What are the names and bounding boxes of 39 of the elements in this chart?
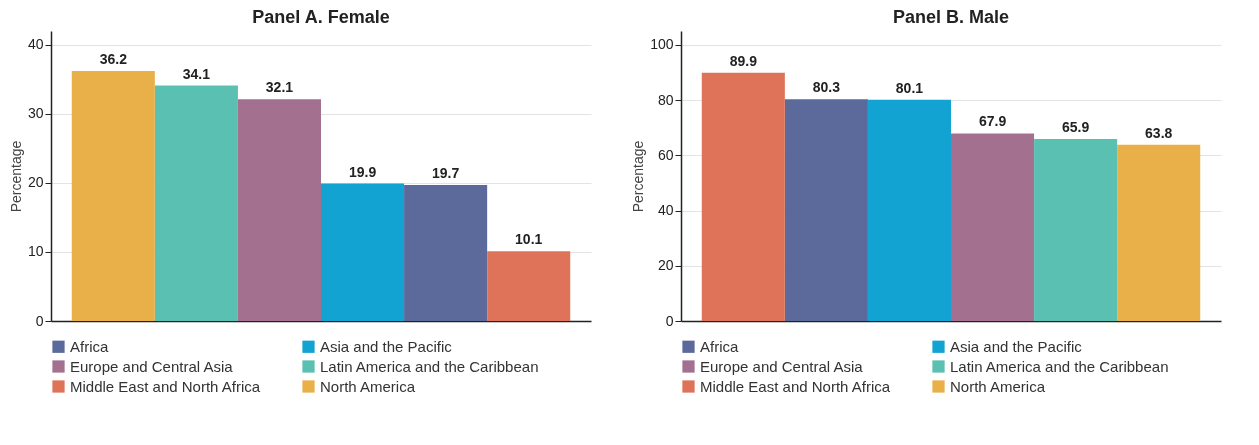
chart-title: Panel A. Female bbox=[252, 7, 390, 27]
y-axis-title: Percentage bbox=[7, 140, 24, 213]
legend-label: Asia and the Pacific bbox=[320, 337, 453, 355]
y-tick-label: 20 bbox=[657, 257, 674, 274]
legend-label: Middle East and North Africa bbox=[700, 377, 891, 395]
legend-label: Africa bbox=[70, 337, 109, 355]
y-axis-title: Percentage bbox=[630, 140, 647, 213]
legend-label: North America bbox=[320, 377, 416, 395]
legend-label: Asia and the Pacific bbox=[950, 337, 1083, 355]
legend-label: Africa bbox=[700, 337, 739, 355]
y-tick-label: 0 bbox=[35, 312, 44, 329]
data-label: 10.1 bbox=[515, 231, 543, 248]
y-tick-label: 40 bbox=[27, 36, 44, 53]
y-tick-label: 0 bbox=[665, 312, 674, 329]
data-label: 63.8 bbox=[1145, 124, 1173, 141]
data-label: 80.3 bbox=[812, 79, 841, 96]
legend-label: Latin America and the Caribbean bbox=[950, 357, 1169, 375]
legend-label: Europe and Central Asia bbox=[700, 357, 864, 375]
legend-label: North America bbox=[950, 377, 1046, 395]
data-label: 89.9 bbox=[729, 52, 758, 69]
data-label: 36.2 bbox=[99, 51, 128, 68]
data-label: 65.9 bbox=[1061, 118, 1090, 135]
y-tick-label: 30 bbox=[27, 105, 44, 122]
data-label: 32.1 bbox=[265, 79, 294, 96]
legend-label: Europe and Central Asia bbox=[70, 357, 234, 375]
data-label: 34.1 bbox=[182, 65, 211, 82]
y-tick-label: 40 bbox=[657, 202, 674, 219]
data-label: 67.9 bbox=[978, 113, 1007, 130]
data-label: 19.7 bbox=[431, 164, 460, 181]
y-tick-label: 60 bbox=[657, 146, 674, 163]
y-tick-label: 100 bbox=[650, 36, 674, 53]
data-label: 19.9 bbox=[348, 163, 377, 180]
legend-label: Latin America and the Caribbean bbox=[320, 357, 539, 375]
y-tick-label: 80 bbox=[657, 91, 674, 108]
y-tick-label: 10 bbox=[27, 243, 44, 260]
legend-label: Middle East and North Africa bbox=[70, 377, 261, 395]
y-tick-label: 20 bbox=[27, 174, 44, 191]
data-label: 80.1 bbox=[895, 79, 924, 96]
chart-title: Panel B. Male bbox=[892, 7, 1010, 27]
